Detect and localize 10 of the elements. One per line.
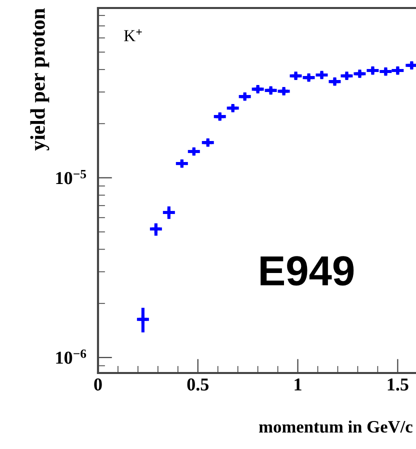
x-tick-label: 0 <box>94 378 102 391</box>
y-axis-title: yield per proton <box>30 8 50 151</box>
x-axis-title: momentum in GeV/c <box>259 420 412 433</box>
x-tick-label: 1.5 <box>388 378 408 391</box>
y-tick-label: 10$^{−6}$ <box>56 350 86 364</box>
x-tick-label: 0.5 <box>187 378 209 391</box>
x-tick-label: 1 <box>294 378 302 390</box>
y-tick-label: 10$^{−5}$ <box>56 170 86 184</box>
annotation: E949 <box>260 256 354 286</box>
annotation: K$^{+}$ <box>124 29 142 42</box>
